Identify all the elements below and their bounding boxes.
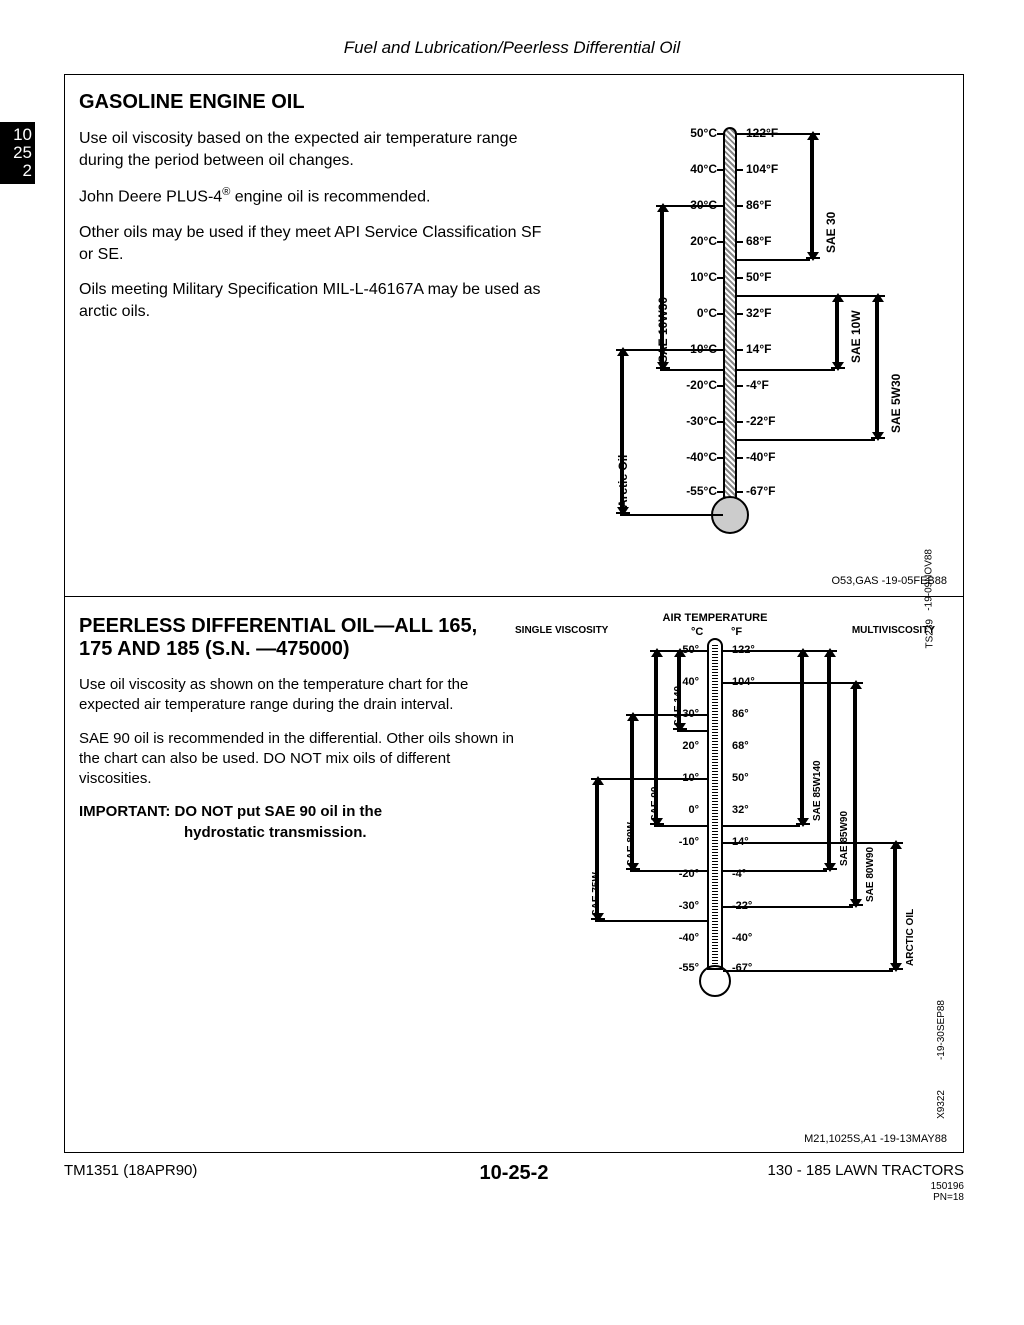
oil-range-bar	[893, 842, 897, 970]
fig1-scale-f: 32°F	[746, 306, 771, 320]
fig1-scale-f: 68°F	[746, 234, 771, 248]
oil-range-label: SAE 10W30	[656, 297, 670, 363]
oil-range-label: ARCTIC OIL	[905, 909, 916, 966]
side-tab: 10 25 2	[0, 122, 35, 184]
fig1-scale-f: -22°F	[746, 414, 775, 428]
section-divider	[65, 596, 963, 597]
section2-important: IMPORTANT: DO NOT put SAE 90 oil in the …	[79, 802, 519, 843]
oil-range-label: SAE 75W	[591, 872, 602, 916]
fig1-scale-c: 10°C	[675, 270, 717, 284]
section2-para2: SAE 90 oil is recommended in the differe…	[79, 729, 519, 790]
footer-right: 130 - 185 LAWN TRACTORS 150196 PN=18	[768, 1162, 964, 1203]
fig1-scale-f: 104°F	[746, 162, 778, 176]
oil-range-bar	[853, 682, 857, 906]
section2-ref-br: M21,1025S,A1 -19-13MAY88	[804, 1133, 947, 1145]
oil-range-bar	[835, 295, 839, 369]
oil-range-bar	[810, 133, 814, 259]
fig1-scale-f: -67°F	[746, 484, 775, 498]
section1-body: Use oil viscosity based on the expected …	[79, 128, 559, 322]
section1-title: GASOLINE ENGINE OIL	[79, 91, 949, 114]
fig1-scale-f: -40°F	[746, 450, 775, 464]
fig2-f-label: °F	[731, 626, 742, 638]
thermometer2-inner	[712, 644, 718, 970]
fig2-scale-c: 40°	[682, 676, 699, 688]
oil-range-label: SAE 85W90	[839, 811, 850, 866]
oil-range-label: SAE 30	[824, 212, 838, 253]
fig1-scale-c: -55°C	[675, 484, 717, 498]
section1-para4: Oils meeting Military Specification MIL-…	[79, 279, 559, 322]
oil-range-label: Arctic Oil	[616, 455, 630, 508]
oil-range-label: SAE 10W	[849, 310, 863, 363]
side-tab-line2: 25	[0, 144, 32, 162]
fig2-scale-c: -40°	[679, 932, 699, 944]
oil-range-label: SAE 80W	[626, 822, 637, 866]
oil-range-label: SAE 140	[673, 686, 684, 726]
content-box: GASOLINE ENGINE OIL Use oil viscosity ba…	[64, 74, 964, 1153]
fig1-scale-c: 50°C	[675, 126, 717, 140]
page-header: Fuel and Lubrication/Peerless Differenti…	[0, 38, 1024, 58]
side-tab-line1: 10	[0, 126, 32, 144]
section1-para2: John Deere PLUS-4® engine oil is recomme…	[79, 185, 559, 208]
oil-range-label: SAE 5W30	[889, 374, 903, 433]
section1-ref-br: O53,GAS -19-05FEB88	[831, 575, 947, 587]
fig2-scale-f: -40°	[732, 932, 752, 944]
oil-range-label: SAE 80W90	[865, 847, 876, 902]
fig1-scale-c: 20°C	[675, 234, 717, 248]
fig1-scale-f: 86°F	[746, 198, 771, 212]
section1-para1: Use oil viscosity based on the expected …	[79, 128, 559, 171]
section1-para3: Other oils may be used if they meet API …	[79, 222, 559, 265]
fig2-sub-right: MULTIVISCOSITY	[852, 625, 935, 636]
figure-engine-oil-thermometer: 50°C122°F40°C104°F30°C86°F20°C68°F10°C50…	[525, 119, 945, 559]
oil-range-label: SAE 90	[650, 787, 661, 821]
fig2-scale-f: -67°	[732, 962, 752, 974]
fig2-scale-f: 50°	[732, 772, 749, 784]
fig1-scale-c: -30°C	[675, 414, 717, 428]
figure-differential-oil-thermometer: AIR TEMPERATURE SINGLE VISCOSITY MULTIVI…	[485, 610, 945, 1100]
fig2-ref2: X9322	[936, 1090, 947, 1119]
fig2-scale-c: -10°	[679, 836, 699, 848]
fig2-scale-f: 68°	[732, 740, 749, 752]
section2-body: Use oil viscosity as shown on the temper…	[79, 675, 519, 843]
fig1-scale-f: 14°F	[746, 342, 771, 356]
section2-para1: Use oil viscosity as shown on the temper…	[79, 675, 519, 716]
oil-range-bar	[800, 650, 804, 825]
fig2-scale-c: -30°	[679, 900, 699, 912]
fig2-title: AIR TEMPERATURE	[485, 612, 945, 624]
fig2-scale-c: -55°	[679, 962, 699, 974]
fig1-scale-f: -4°F	[746, 378, 769, 392]
fig1-scale-c: -20°C	[675, 378, 717, 392]
oil-range-bar	[875, 295, 879, 439]
fig2-ref1: -19-30SEP88	[936, 1000, 947, 1060]
fig1-scale-f: 50°F	[746, 270, 771, 284]
section2-title: PEERLESS DIFFERENTIAL OIL—ALL 165, 175 A…	[79, 615, 509, 661]
fig2-scale-f: 86°	[732, 708, 749, 720]
fig2-scale-c: 20°	[682, 740, 699, 752]
side-tab-line3: 2	[0, 162, 32, 180]
fig2-c-label: °C	[691, 626, 703, 638]
fig1-scale-c: 40°C	[675, 162, 717, 176]
oil-range-label: SAE 85W140	[812, 760, 823, 821]
fig1-scale-c: -40°C	[675, 450, 717, 464]
fig2-scale-c: 0°	[688, 804, 699, 816]
fig2-scale-f: 32°	[732, 804, 749, 816]
fig1-scale-c: 0°C	[675, 306, 717, 320]
fig2-sub-left: SINGLE VISCOSITY	[515, 625, 608, 636]
